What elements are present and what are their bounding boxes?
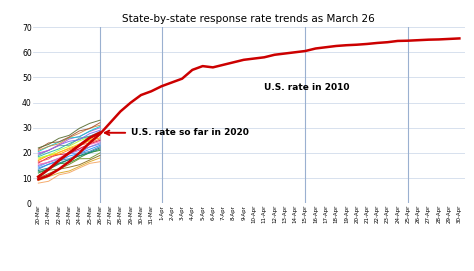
- Title: State-by-state response rate trends as March 26: State-by-state response rate trends as M…: [122, 14, 375, 24]
- Text: U.S. rate so far in 2020: U.S. rate so far in 2020: [105, 128, 249, 137]
- Text: U.S. rate in 2010: U.S. rate in 2010: [264, 83, 350, 92]
